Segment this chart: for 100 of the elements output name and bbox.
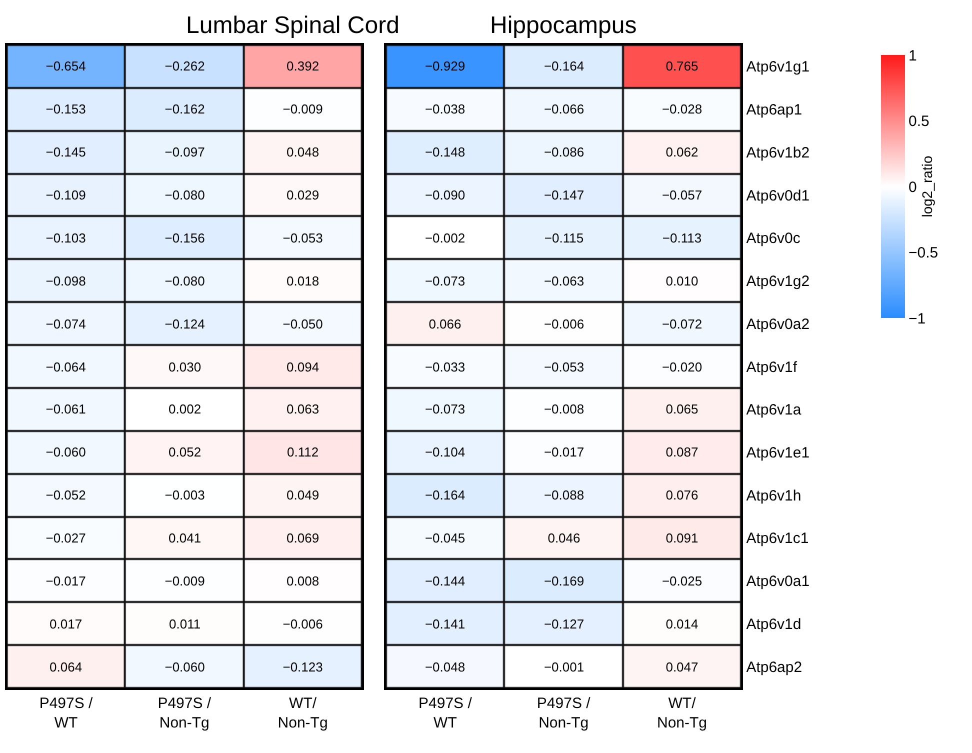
data-label: 0.030 — [168, 360, 202, 375]
data-label: −0.028 — [662, 102, 702, 117]
data-label: −0.064 — [46, 360, 86, 375]
data-label: −0.052 — [46, 488, 86, 503]
x-tick-label: P497S / Non-Tg — [158, 695, 212, 732]
y-tick-label: Atp6ap1 — [746, 102, 802, 119]
data-label: −0.074 — [46, 316, 86, 332]
data-label: −0.144 — [424, 574, 466, 589]
data-label: −0.262 — [164, 58, 205, 74]
data-label: 0.392 — [286, 58, 320, 74]
data-label: −0.080 — [164, 188, 205, 203]
data-label: −0.088 — [544, 488, 584, 503]
data-label: 0.052 — [168, 444, 202, 460]
data-label: −0.654 — [46, 58, 86, 74]
y-tick-label: Atp6v1f — [746, 358, 798, 376]
data-label: −0.115 — [544, 230, 584, 246]
data-label: −0.017 — [544, 444, 584, 460]
data-label: −0.053 — [544, 360, 584, 375]
data-label: 0.063 — [286, 402, 320, 417]
data-label: −0.072 — [662, 316, 702, 332]
data-label: −0.008 — [544, 402, 584, 417]
y-tick-label: Atp6v0a2 — [746, 316, 810, 333]
data-label: −0.127 — [544, 616, 584, 632]
data-label: −0.002 — [424, 230, 466, 246]
color-bar-label: 0.5 — [908, 113, 930, 130]
data-label: 0.765 — [666, 58, 698, 74]
data-label: 0.008 — [286, 574, 320, 589]
data-label: 0.112 — [287, 444, 319, 460]
data-label: −0.001 — [544, 660, 584, 675]
data-label: 0.011 — [169, 616, 201, 632]
data-label: −0.066 — [544, 102, 584, 117]
data-label: 0.046 — [548, 530, 580, 546]
data-label: 0.069 — [286, 530, 320, 546]
data-label: −0.162 — [164, 102, 205, 117]
y-tick-label: Atp6v1e1 — [746, 444, 810, 462]
data-label: −0.097 — [164, 144, 205, 160]
data-label: −0.073 — [424, 402, 466, 417]
data-label: 0.048 — [286, 144, 320, 160]
data-label: −0.147 — [544, 188, 584, 203]
data-label: −0.169 — [544, 574, 584, 589]
y-tick-label: Atp6v1d — [746, 616, 802, 633]
data-label: 0.014 — [666, 616, 698, 632]
color-bar-label: −1 — [908, 310, 926, 328]
x-tick-label: P497S / WT — [418, 695, 473, 732]
y-tick-label: Atp6v1c1 — [746, 530, 809, 548]
data-label: −0.027 — [46, 530, 86, 546]
data-label: 0.049 — [286, 488, 320, 503]
data-label: −0.060 — [46, 444, 86, 460]
data-label: −0.141 — [424, 616, 466, 632]
color-bar-label: −0.5 — [908, 244, 938, 262]
data-label: −0.006 — [544, 316, 584, 332]
data-label: 0.029 — [286, 188, 320, 203]
data-label: −0.145 — [46, 144, 86, 160]
data-label: −0.153 — [46, 102, 86, 117]
data-label: −0.025 — [662, 574, 702, 589]
data-label: 0.076 — [666, 488, 698, 503]
data-label: 0.066 — [428, 316, 462, 332]
data-label: −0.009 — [164, 574, 205, 589]
data-label: −0.929 — [424, 58, 466, 74]
chart-title: Hippocampus — [490, 12, 637, 39]
data-label: −0.124 — [164, 316, 205, 332]
color-bar-label: 0 — [908, 178, 917, 196]
data-label: −0.148 — [424, 144, 466, 160]
data-label: −0.003 — [164, 488, 205, 503]
x-tick-label: WT/ Non-Tg — [278, 695, 328, 732]
data-label: −0.123 — [282, 660, 323, 675]
data-label: −0.080 — [164, 274, 205, 289]
data-label: −0.090 — [424, 188, 466, 203]
y-tick-label: Atp6v1g2 — [746, 273, 810, 290]
data-label: 0.065 — [666, 402, 698, 417]
data-label: −0.164 — [544, 58, 584, 74]
data-label: 0.002 — [168, 402, 202, 417]
data-label: 0.062 — [666, 144, 698, 160]
data-label: 0.094 — [286, 360, 320, 375]
data-label: −0.073 — [424, 274, 466, 289]
y-tick-label: Atp6v1h — [746, 487, 802, 504]
y-tick-label: Atp6v1a — [746, 402, 802, 419]
data-label: −0.017 — [46, 574, 86, 589]
data-label: −0.103 — [46, 230, 86, 246]
y-tick-label: Atp6v1b2 — [746, 144, 810, 162]
y-tick-label: Atp6ap2 — [746, 658, 802, 676]
x-tick-label: P497S / WT — [39, 695, 94, 732]
data-label: −0.104 — [424, 444, 466, 460]
data-label: −0.060 — [164, 660, 205, 675]
data-label: −0.053 — [282, 230, 323, 246]
data-label: 0.064 — [50, 660, 82, 675]
data-label: −0.009 — [282, 102, 323, 117]
data-label: −0.045 — [424, 530, 466, 546]
data-label: −0.057 — [662, 188, 702, 203]
data-label: −0.063 — [544, 274, 584, 289]
data-label: −0.033 — [424, 360, 466, 375]
data-label: 0.041 — [168, 530, 202, 546]
data-label: 0.018 — [286, 274, 320, 289]
data-label: 0.010 — [666, 274, 698, 289]
data-label: −0.109 — [46, 188, 86, 203]
data-label: 0.017 — [50, 616, 82, 632]
y-tick-label: Atp6v0d1 — [746, 187, 810, 204]
data-label: −0.048 — [424, 660, 466, 675]
data-label: −0.061 — [46, 402, 86, 417]
data-label: −0.098 — [46, 274, 86, 289]
